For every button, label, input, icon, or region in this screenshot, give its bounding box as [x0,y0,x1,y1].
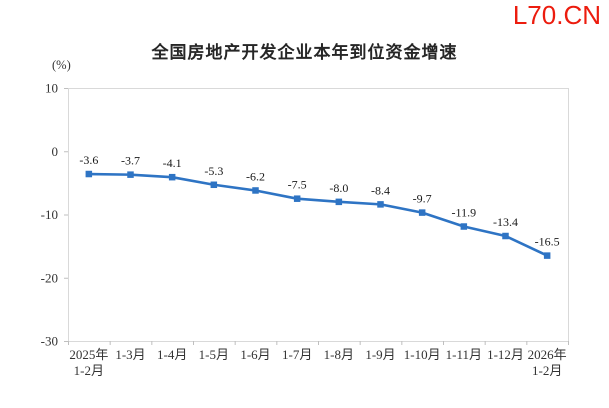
data-point-marker [85,170,93,178]
data-point-marker [210,181,218,189]
data-point-marker [293,195,301,202]
data-point-marker [502,232,509,240]
data-point-label: -9.7 [413,192,432,206]
x-tick-label: 1-3月 [115,347,145,362]
x-tick-label: 1-12月 [487,347,524,362]
x-tick-label: 1-6月 [240,347,270,362]
data-point-label: -5.3 [204,164,223,178]
data-point-label: -8.4 [371,183,390,197]
x-tick-label: 1-5月 [199,347,229,362]
data-point-label: -8.0 [329,181,348,195]
y-tick-label: -20 [41,270,58,285]
data-point-label: -3.6 [79,153,98,167]
data-point-marker [543,252,551,259]
y-tick-label: 10 [45,81,58,96]
x-tick-label: 2025年 1-2月 [69,347,108,378]
data-point-label: -16.5 [535,235,560,249]
x-tick-label: 2026年 1-2月 [528,347,567,378]
y-tick-label: -30 [41,334,58,349]
data-point-label: -4.1 [163,156,182,170]
data-point-marker [377,201,384,208]
x-tick-label: 1-10月 [404,347,441,362]
data-point-marker [252,187,259,194]
data-point-label: -6.2 [246,169,265,183]
x-tick-label: 1-11月 [446,347,482,362]
data-point-label: -11.9 [452,206,477,220]
chart-title: 全国房地产开发企业本年到位资金增速 [151,43,458,62]
data-point-marker [418,209,426,216]
data-point-label: -3.7 [121,154,140,168]
x-tick-label: 1-8月 [324,347,354,362]
data-point-label: -13.4 [493,215,518,229]
x-tick-label: 1-7月 [282,347,312,362]
y-tick-label: 0 [52,144,59,159]
data-point-marker [335,198,343,206]
data-point-marker [460,223,468,230]
watermark-text: L70.CN [512,0,601,30]
data-point-label: -7.5 [288,178,307,192]
data-point-marker [127,171,134,178]
x-tick-label: 1-9月 [365,347,395,362]
data-point-marker [168,173,176,181]
trend-line [87,172,549,257]
y-tick-label: -10 [41,207,58,222]
x-tick-label: 1-4月 [157,347,187,362]
y-axis-unit-label: (%) [52,58,71,72]
